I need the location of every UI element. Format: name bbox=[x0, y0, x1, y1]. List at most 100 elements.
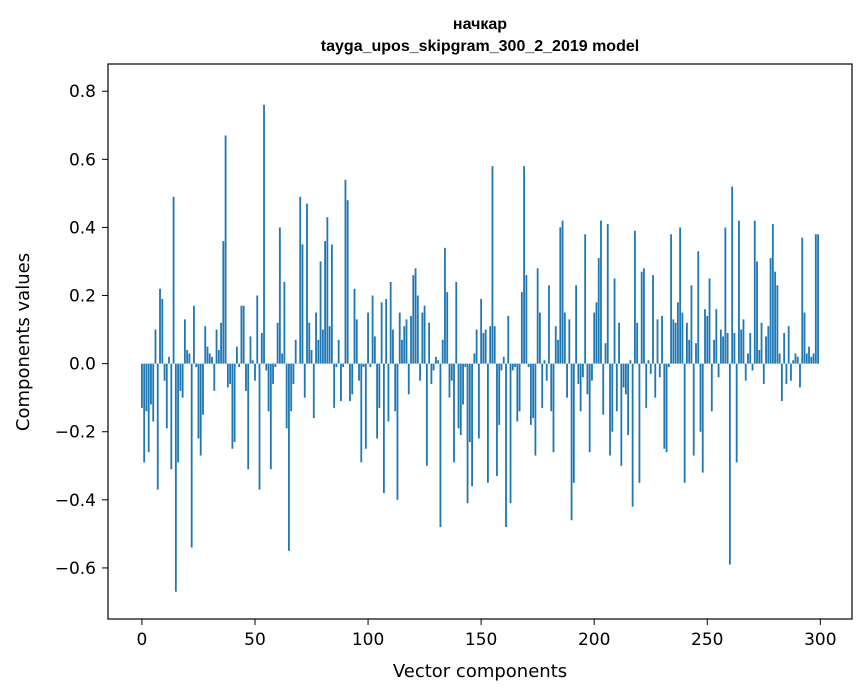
bar bbox=[371, 295, 374, 364]
x-axis-label: Vector components bbox=[393, 661, 567, 682]
bar bbox=[520, 292, 523, 364]
y-tick-label: 0.6 bbox=[69, 150, 96, 170]
bar bbox=[453, 363, 455, 463]
bar bbox=[774, 271, 777, 364]
bar bbox=[473, 353, 476, 364]
bar bbox=[464, 363, 467, 368]
bar bbox=[708, 278, 711, 364]
bar bbox=[448, 363, 451, 398]
bar bbox=[231, 363, 234, 449]
bar bbox=[602, 363, 605, 415]
bar bbox=[563, 312, 566, 364]
bar bbox=[308, 322, 311, 364]
bar bbox=[360, 363, 363, 463]
bar bbox=[631, 363, 634, 507]
x-tick-label: 150 bbox=[465, 630, 497, 650]
bar bbox=[462, 363, 464, 405]
y-tick-label: −0.2 bbox=[55, 423, 96, 443]
bar bbox=[656, 319, 659, 364]
bar bbox=[183, 319, 186, 364]
bar bbox=[543, 360, 546, 364]
bar bbox=[414, 268, 417, 364]
bar bbox=[604, 343, 607, 364]
bar bbox=[319, 261, 322, 364]
bar bbox=[803, 312, 806, 364]
bar bbox=[785, 363, 788, 385]
bar bbox=[222, 241, 225, 364]
bar bbox=[258, 363, 261, 490]
bar bbox=[292, 363, 295, 385]
bar bbox=[213, 363, 216, 391]
bar bbox=[177, 363, 180, 463]
bar bbox=[676, 302, 679, 364]
bar bbox=[756, 261, 758, 364]
bar bbox=[606, 224, 609, 364]
bar bbox=[235, 346, 238, 364]
bar bbox=[224, 135, 227, 364]
bar bbox=[154, 329, 157, 364]
bar bbox=[695, 343, 697, 364]
bar bbox=[437, 360, 440, 364]
bar bbox=[229, 363, 232, 385]
bar bbox=[283, 281, 286, 364]
bar bbox=[600, 220, 602, 364]
bar bbox=[753, 220, 756, 364]
bar bbox=[532, 363, 535, 419]
bar bbox=[613, 278, 616, 364]
y-tick-label: −0.6 bbox=[55, 559, 96, 579]
bar bbox=[238, 363, 241, 368]
bar bbox=[392, 329, 394, 364]
bar bbox=[548, 285, 550, 364]
bar bbox=[455, 281, 458, 364]
bar bbox=[771, 224, 774, 364]
bar bbox=[765, 336, 767, 364]
bar bbox=[254, 363, 256, 381]
bar bbox=[658, 363, 661, 378]
bar bbox=[740, 329, 743, 364]
bar bbox=[572, 363, 575, 483]
bar bbox=[303, 363, 306, 398]
bar bbox=[358, 363, 360, 381]
bar bbox=[588, 363, 591, 453]
bar bbox=[717, 363, 720, 378]
bar bbox=[416, 295, 419, 364]
chart-subtitle: tayga_upos_skipgram_300_2_2019 model bbox=[321, 38, 639, 55]
bar bbox=[159, 288, 161, 364]
bar bbox=[514, 363, 516, 368]
bar bbox=[344, 179, 347, 364]
bar bbox=[403, 326, 406, 364]
bar bbox=[796, 356, 799, 364]
bar bbox=[498, 363, 501, 425]
bar bbox=[288, 363, 290, 551]
bar bbox=[346, 200, 349, 364]
bar bbox=[471, 363, 473, 487]
x-axis-ticks: 0 50 100 150 200 250 300 bbox=[137, 619, 837, 650]
bar bbox=[688, 339, 691, 364]
bar bbox=[330, 244, 333, 364]
bar bbox=[430, 363, 433, 385]
bar bbox=[579, 363, 582, 412]
bar bbox=[265, 363, 268, 371]
bar bbox=[378, 363, 381, 408]
bar bbox=[636, 322, 639, 364]
bar bbox=[620, 363, 623, 466]
bar bbox=[351, 363, 354, 395]
plot-area-frame bbox=[107, 63, 853, 620]
bar bbox=[561, 220, 564, 364]
bar bbox=[672, 319, 675, 364]
bar bbox=[787, 326, 790, 364]
bar bbox=[208, 353, 211, 364]
bar bbox=[808, 346, 810, 364]
bar bbox=[421, 312, 424, 364]
bar bbox=[776, 285, 779, 364]
bar bbox=[692, 363, 695, 456]
bar bbox=[502, 356, 505, 364]
bar bbox=[769, 258, 772, 364]
bar bbox=[278, 227, 281, 364]
bar bbox=[697, 251, 700, 364]
bar bbox=[405, 319, 408, 364]
bar bbox=[217, 350, 220, 364]
bar bbox=[701, 363, 704, 473]
bar bbox=[615, 363, 618, 412]
bar bbox=[450, 363, 453, 381]
